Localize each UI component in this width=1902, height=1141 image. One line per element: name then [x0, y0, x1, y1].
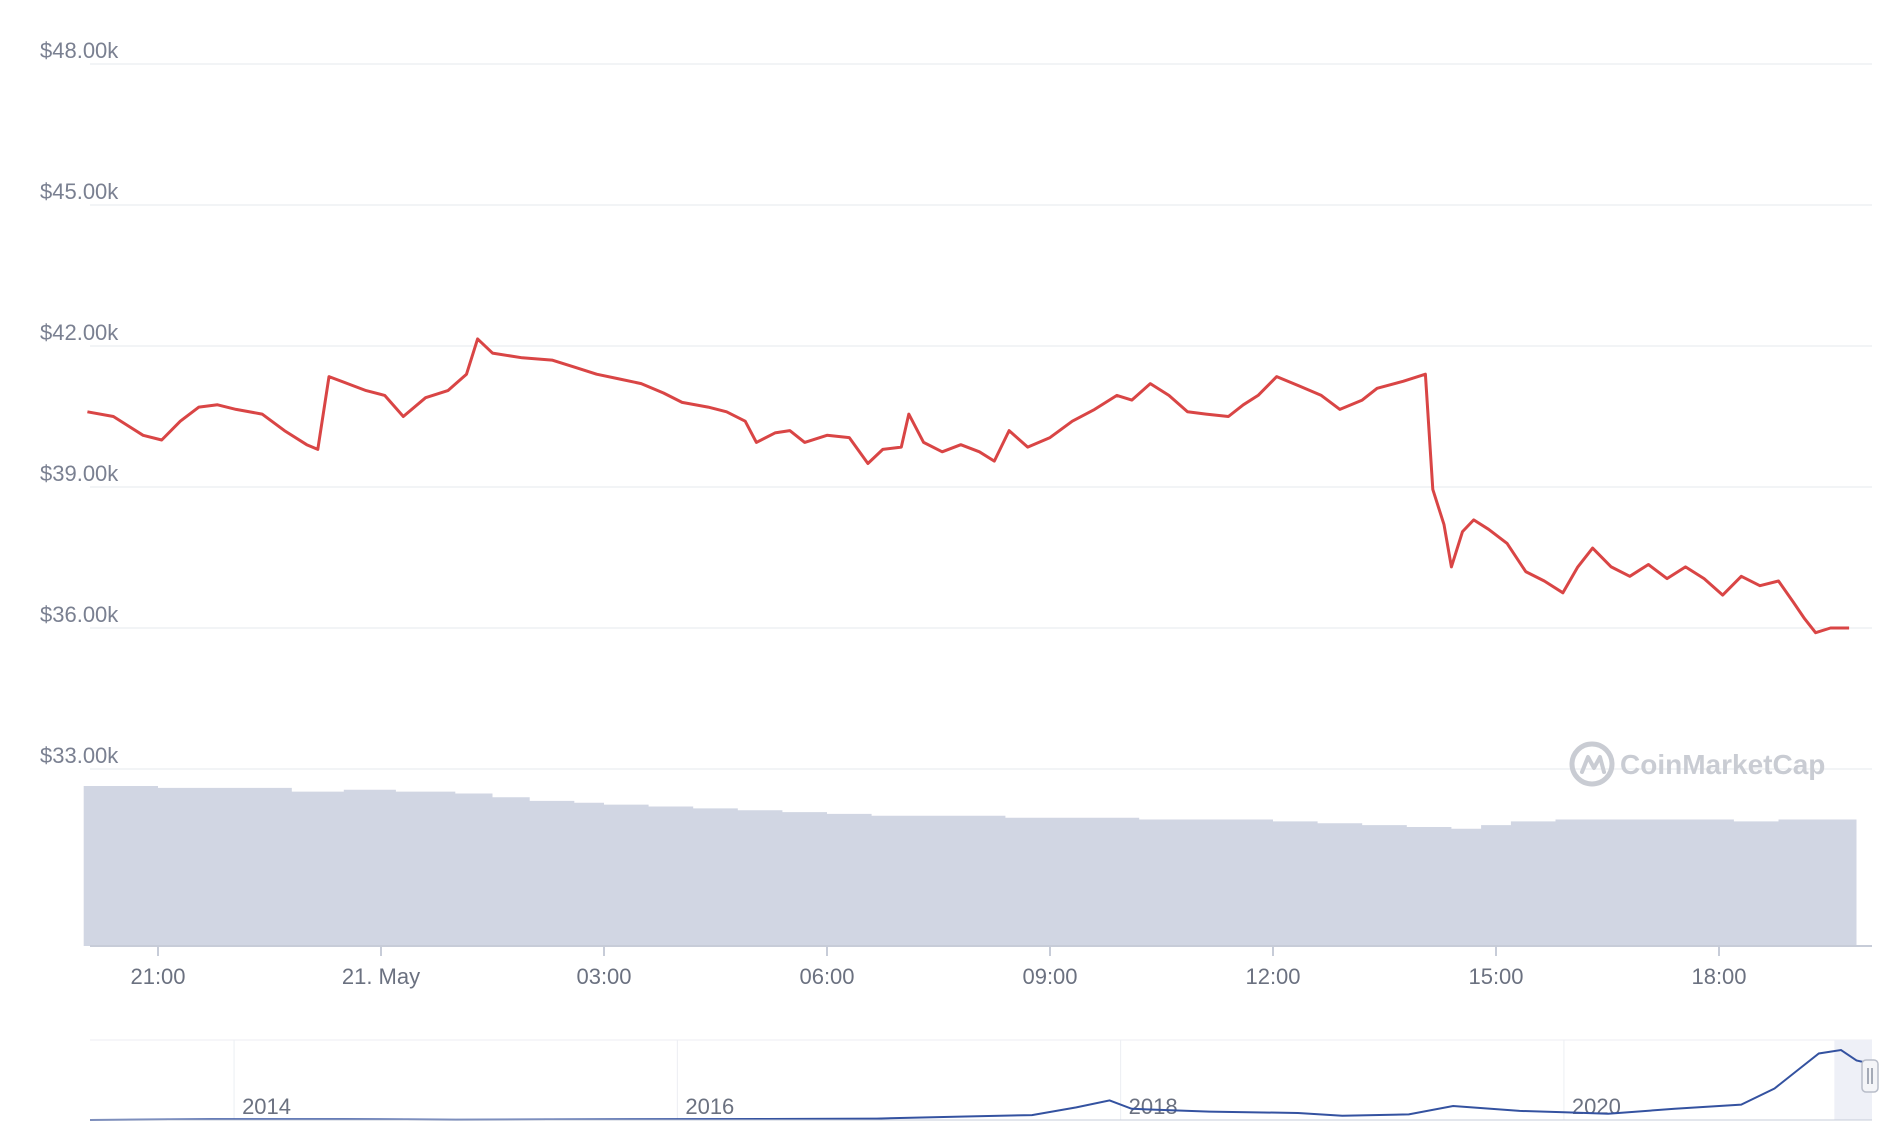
x-tick-label: 06:00 [799, 964, 854, 989]
x-tick-label: 18:00 [1691, 964, 1746, 989]
price-line-group [87, 337, 1850, 635]
volume-area [83, 786, 1857, 946]
y-tick-label: $39.00k [40, 461, 119, 486]
x-tick-label: 21. May [342, 964, 420, 989]
watermark-text: CoinMarketCap [1620, 749, 1825, 780]
navigator-handle-body[interactable] [1861, 1059, 1879, 1093]
x-tick-label: 12:00 [1245, 964, 1300, 989]
price-line [87, 337, 1850, 635]
x-tick-label: 09:00 [1022, 964, 1077, 989]
navigator-tick-label: 2016 [685, 1094, 734, 1119]
volume-area-path [83, 786, 1857, 946]
navigator-line [89, 1048, 1873, 1121]
navigator[interactable]: 2014 2016 2018 2020 [89, 1039, 1879, 1121]
x-tick-label: 15:00 [1468, 964, 1523, 989]
x-tick-label: 03:00 [576, 964, 631, 989]
y-tick-label: $48.00k [40, 38, 119, 63]
y-axis-labels: $48.00k $45.00k $42.00k $39.00k $36.00k $33.0… [40, 38, 119, 768]
y-tick-label: $36.00k [40, 602, 119, 627]
x-axis: 21:00 21. May 03:00 06:00 09:00 12:00 15:00 18:… [90, 945, 1872, 989]
watermark: CoinMarketCap [1569, 741, 1825, 787]
coinmarketcap-logo-icon [1569, 741, 1615, 787]
navigator-tick-label: 2018 [1129, 1094, 1178, 1119]
y-tick-label: $45.00k [40, 179, 119, 204]
navigator-tick-label: 2020 [1572, 1094, 1621, 1119]
x-tick-label: 21:00 [130, 964, 185, 989]
y-tick-label: $33.00k [40, 743, 119, 768]
navigator-handle[interactable] [1861, 1059, 1879, 1093]
navigator-tick-label: 2014 [242, 1094, 291, 1119]
gridlines [90, 63, 1872, 770]
y-tick-label: $42.00k [40, 320, 119, 345]
